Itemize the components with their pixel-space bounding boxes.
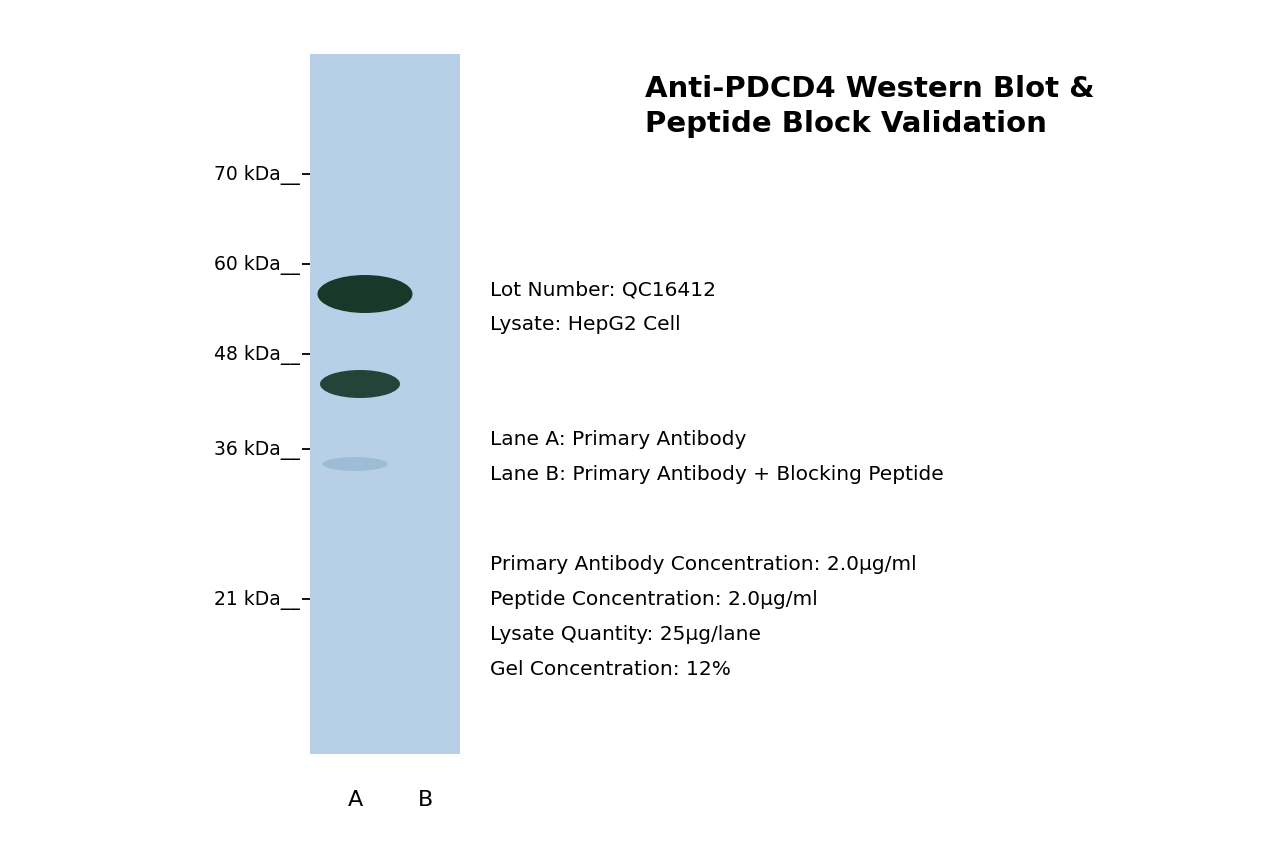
Text: Lysate Quantity: 25μg/lane: Lysate Quantity: 25μg/lane	[490, 625, 762, 643]
Text: 60 kDa__: 60 kDa__	[214, 255, 300, 274]
Text: Peptide Concentration: 2.0μg/ml: Peptide Concentration: 2.0μg/ml	[490, 590, 818, 608]
Text: Lane A: Primary Antibody: Lane A: Primary Antibody	[490, 429, 746, 448]
Ellipse shape	[320, 371, 399, 399]
Text: 48 kDa__: 48 kDa__	[214, 344, 300, 365]
Text: 21 kDa__: 21 kDa__	[214, 590, 300, 609]
Text: B: B	[417, 789, 433, 809]
Text: Lane B: Primary Antibody + Blocking Peptide: Lane B: Primary Antibody + Blocking Pept…	[490, 464, 943, 483]
Text: Gel Concentration: 12%: Gel Concentration: 12%	[490, 659, 731, 678]
Ellipse shape	[317, 276, 412, 314]
Bar	[310, 55, 460, 754]
Text: Primary Antibody Concentration: 2.0μg/ml: Primary Antibody Concentration: 2.0μg/ml	[490, 555, 916, 573]
Text: 36 kDa__: 36 kDa__	[214, 440, 300, 459]
Ellipse shape	[323, 458, 388, 471]
Text: Lot Number: QC16412: Lot Number: QC16412	[490, 279, 716, 299]
Text: Anti-PDCD4 Western Blot &
Peptide Block Validation: Anti-PDCD4 Western Blot & Peptide Block …	[645, 75, 1094, 137]
Text: A: A	[347, 789, 362, 809]
Text: Lysate: HepG2 Cell: Lysate: HepG2 Cell	[490, 314, 681, 334]
Text: 70 kDa__: 70 kDa__	[214, 164, 300, 185]
